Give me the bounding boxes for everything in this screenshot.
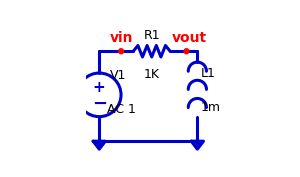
Circle shape — [184, 49, 189, 54]
Text: vin: vin — [109, 31, 133, 45]
Polygon shape — [191, 141, 203, 149]
Text: R1: R1 — [143, 29, 160, 42]
Text: AC 1: AC 1 — [107, 103, 136, 116]
Text: 1m: 1m — [201, 101, 221, 114]
Text: vout: vout — [172, 31, 207, 45]
Polygon shape — [93, 141, 105, 149]
Circle shape — [118, 49, 124, 54]
Text: V1: V1 — [110, 69, 126, 82]
Text: +: + — [93, 80, 106, 95]
Text: 1K: 1K — [144, 68, 160, 81]
Text: L1: L1 — [201, 67, 216, 79]
Text: −: − — [92, 95, 107, 113]
